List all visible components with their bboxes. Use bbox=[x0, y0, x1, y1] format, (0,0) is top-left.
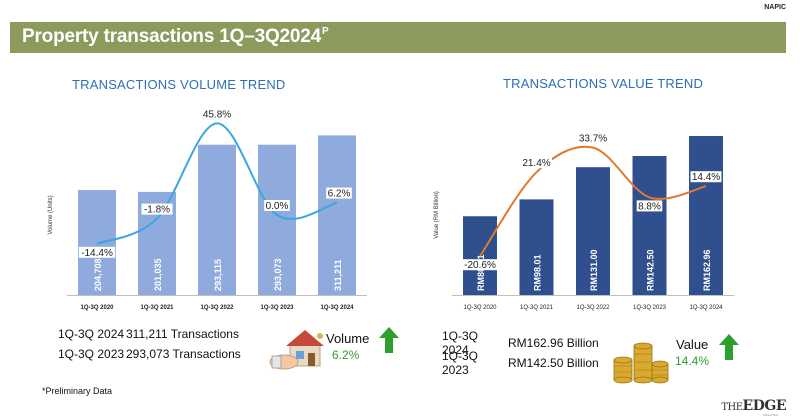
bar-value-label: 293,115 bbox=[213, 259, 223, 291]
volume-chart-title: TRANSACTIONS VOLUME TREND bbox=[72, 77, 286, 92]
logo-subtitle: MALAYSIA bbox=[763, 413, 778, 417]
bar bbox=[198, 144, 236, 295]
growth-label-bg bbox=[636, 200, 663, 212]
category-label: 1Q-3Q 2022 bbox=[576, 305, 610, 311]
title-banner: Property transactions 1Q–3Q2024P bbox=[10, 22, 786, 53]
growth-label-bg bbox=[521, 157, 552, 169]
volume-metric-value: 6.2% bbox=[332, 348, 360, 362]
growth-label: 0.0% bbox=[266, 201, 289, 212]
bar bbox=[576, 167, 610, 295]
volume-summary-row: 1Q-3Q 2024 311,211 Transactions bbox=[58, 324, 241, 344]
up-arrow-icon bbox=[719, 334, 739, 360]
volume-summary-row: 1Q-3Q 2023 293,073 Transactions bbox=[58, 344, 241, 364]
growth-label-bg bbox=[201, 108, 233, 120]
value-chart-title: TRANSACTIONS VALUE TREND bbox=[503, 76, 704, 91]
category-label: 1Q-3Q 2024 bbox=[689, 305, 723, 311]
summary-period: 1Q-3Q 2024 bbox=[442, 329, 479, 357]
growth-label: 21.4% bbox=[522, 158, 550, 169]
growth-label: -14.4% bbox=[81, 248, 113, 259]
y-axis-label: Volume (Units) bbox=[48, 195, 54, 234]
bar bbox=[318, 135, 356, 295]
summary-period: 1Q-3Q 2023 bbox=[58, 347, 125, 361]
category-label: 1Q-3Q 2023 bbox=[633, 305, 667, 311]
bar-value-label: RM142.50 bbox=[646, 249, 656, 291]
growth-label: 6.2% bbox=[328, 189, 351, 200]
growth-label: -1.8% bbox=[144, 205, 170, 216]
category-label: 1Q-3Q 2023 bbox=[260, 305, 294, 311]
category-label: 1Q-3Q 2021 bbox=[520, 305, 554, 311]
bar-value-label: 293,073 bbox=[273, 258, 283, 291]
growth-label-bg bbox=[690, 171, 722, 183]
bar-value-label: RM80.71 bbox=[476, 254, 486, 291]
summary-period: 1Q-3Q 2024 bbox=[58, 327, 125, 341]
bar bbox=[519, 199, 554, 295]
summary-value: RM142.50 Billion bbox=[508, 356, 599, 370]
coin-stacks-icon bbox=[613, 342, 669, 384]
preliminary-note: *Preliminary Data bbox=[42, 386, 113, 396]
summary-value: RM162.96 Billion bbox=[508, 336, 599, 350]
category-label: 1Q-3Q 2020 bbox=[463, 305, 497, 311]
growth-label-bg bbox=[461, 259, 499, 271]
bar-value-label: 311,211 bbox=[333, 259, 343, 291]
page-title: Property transactions 1Q–3Q2024P bbox=[22, 26, 329, 47]
summary-period: 1Q-3Q 2023 bbox=[442, 349, 479, 377]
value-chart: Value (RM Billion) RM80.71 1Q-3Q 2020 RM98.… bbox=[434, 132, 735, 311]
growth-label-bg bbox=[577, 132, 609, 144]
growth-line bbox=[479, 145, 707, 257]
value-summary-row: 1Q-3Q 2024 RM162.96 Billion bbox=[442, 329, 599, 357]
bar bbox=[632, 155, 667, 295]
volume-summary: 1Q-3Q 2024 311,211 Transactions 1Q-3Q 20… bbox=[58, 324, 241, 364]
category-label: 1Q-3Q 2024 bbox=[320, 305, 354, 311]
growth-label: -20.6% bbox=[464, 260, 496, 271]
summary-value: 293,073 Transactions bbox=[126, 347, 241, 361]
growth-label: 45.8% bbox=[203, 109, 231, 120]
value-metric-value: 14.4% bbox=[675, 354, 710, 368]
growth-label: 14.4% bbox=[692, 172, 720, 183]
growth-label-bg bbox=[326, 187, 352, 199]
growth-label-bg bbox=[78, 246, 116, 258]
growth-label: 33.7% bbox=[579, 134, 607, 145]
bar-value-label: RM98.01 bbox=[533, 254, 543, 291]
growth-label-bg bbox=[141, 203, 173, 215]
house-with-key-icon bbox=[269, 330, 324, 370]
the-edge-logo: THEEDGE bbox=[721, 398, 786, 414]
source-label: NAPIC bbox=[764, 4, 786, 11]
volume-metric-label: Volume bbox=[326, 331, 370, 346]
up-arrow-icon bbox=[379, 327, 399, 353]
bar-value-label: 201,035 bbox=[153, 258, 163, 291]
bar-value-label: RM162.96 bbox=[702, 249, 712, 291]
y-axis-label: Value (RM Billion) bbox=[434, 191, 440, 239]
summary-value: 311,211 Transactions bbox=[126, 327, 239, 341]
category-label: 1Q-3Q 2022 bbox=[200, 305, 234, 311]
category-label: 1Q-3Q 2020 bbox=[80, 305, 114, 311]
volume-chart: Volume (Units) 204,708 1Q-3Q 2020 201,035 1Q… bbox=[48, 108, 367, 311]
growth-line bbox=[96, 122, 338, 245]
bar bbox=[689, 136, 723, 295]
category-label: 1Q-3Q 2021 bbox=[140, 305, 174, 311]
bar-value-label: RM131.00 bbox=[589, 249, 599, 291]
value-summary: 1Q-3Q 2024 RM162.96 Billion 1Q-3Q 2023 R… bbox=[442, 329, 599, 377]
growth-label: 8.8% bbox=[638, 201, 661, 212]
bar bbox=[78, 190, 116, 295]
bar-value-label: 204,708 bbox=[93, 258, 103, 291]
value-summary-row: 1Q-3Q 2023 RM142.50 Billion bbox=[442, 349, 599, 377]
growth-label-bg bbox=[264, 200, 290, 211]
value-metric-label: Value bbox=[676, 337, 709, 352]
